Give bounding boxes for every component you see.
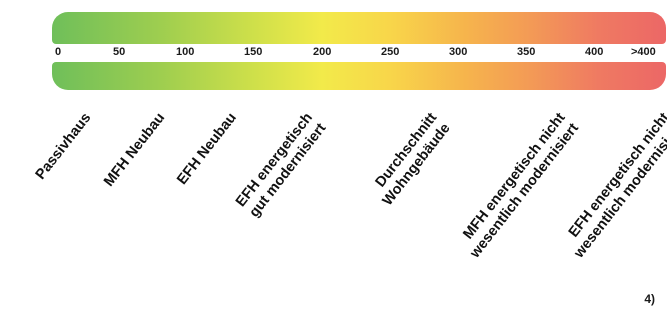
category-label-passivhaus: Passivhaus bbox=[33, 110, 96, 183]
category-label-durchschnitt: Durchschnitt Wohngebäude bbox=[367, 110, 455, 209]
category-label-line: Passivhaus bbox=[32, 110, 95, 183]
category-label-line: MFH energetisch nicht bbox=[460, 110, 569, 243]
category-label-line: MFH Neubau bbox=[101, 110, 169, 190]
tick-label: 50 bbox=[113, 46, 126, 58]
category-label-line: EFH Neubau bbox=[173, 110, 240, 188]
tick-label: >400 bbox=[631, 46, 656, 58]
tick-label: 400 bbox=[585, 46, 604, 58]
tick-label: 300 bbox=[449, 46, 468, 58]
footnote-marker: 4) bbox=[644, 292, 655, 306]
color-band-top bbox=[52, 12, 666, 44]
scale-strip bbox=[52, 44, 666, 62]
tick-label: 0 bbox=[55, 46, 62, 58]
color-band-bottom bbox=[52, 62, 666, 90]
category-label-mfh-neubau: MFH Neubau bbox=[101, 110, 169, 190]
tick-label: 150 bbox=[244, 46, 263, 58]
tick-label: 200 bbox=[313, 46, 332, 58]
tick-label: 100 bbox=[176, 46, 195, 58]
tick-label: 250 bbox=[381, 46, 400, 58]
category-label-efh-gut-modernisiert: EFH energetisch gut modernisiert bbox=[233, 110, 330, 221]
tick-label: 350 bbox=[517, 46, 536, 58]
category-label-efh-neubau: EFH Neubau bbox=[174, 110, 240, 188]
